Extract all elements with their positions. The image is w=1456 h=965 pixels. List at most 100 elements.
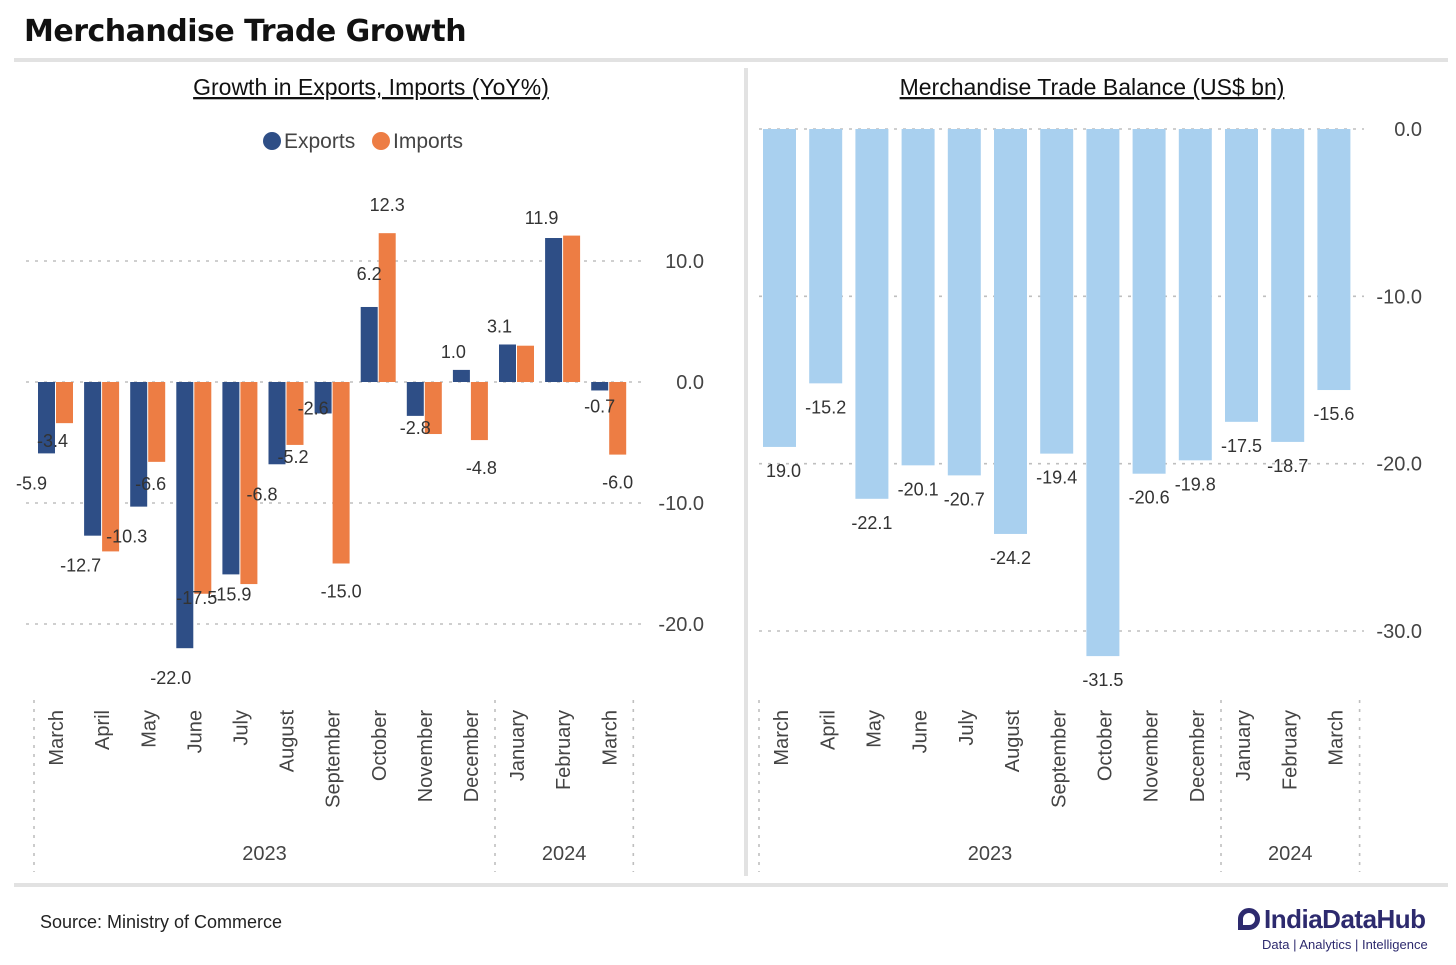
data-label: -4.8 xyxy=(466,458,497,478)
bar-imports xyxy=(148,382,166,462)
bar-exports xyxy=(499,344,516,382)
logo-wordmark: IndiaDataHub xyxy=(1264,904,1426,934)
data-label: -10.3 xyxy=(106,527,147,547)
data-label: -22.1 xyxy=(851,513,892,533)
x-category-label: February xyxy=(1279,710,1301,790)
bar-trade-balance xyxy=(1271,129,1305,442)
bar-imports xyxy=(240,382,258,585)
x-category-label: November xyxy=(1141,710,1163,803)
footer-rule xyxy=(14,883,1448,887)
bar-imports xyxy=(286,382,304,445)
data-label: -2.8 xyxy=(400,418,431,438)
data-label: -19.4 xyxy=(1036,468,1077,488)
data-label: 19.0 xyxy=(766,461,801,481)
data-label: -24.2 xyxy=(990,548,1031,568)
bar-exports xyxy=(314,382,332,414)
source-note: Source: Ministry of Commerce xyxy=(40,912,283,932)
data-label: -20.7 xyxy=(944,489,985,509)
x-category-label: January xyxy=(507,710,529,781)
year-group-label: 2023 xyxy=(968,843,1013,865)
data-label: -5.2 xyxy=(277,447,308,467)
y-tick-label: -10.0 xyxy=(1376,286,1422,308)
bar-exports xyxy=(360,306,378,382)
bar-trade-balance xyxy=(1132,129,1166,474)
data-label: -31.5 xyxy=(1082,670,1123,690)
data-label: 3.1 xyxy=(487,316,512,336)
data-label: -19.8 xyxy=(1175,474,1216,494)
bar-exports xyxy=(452,369,470,382)
data-label: -6.8 xyxy=(246,484,277,504)
bar-imports xyxy=(424,382,442,435)
bar-trade-balance xyxy=(901,129,935,466)
year-group-label: 2024 xyxy=(542,843,587,865)
x-category-label: September xyxy=(1048,710,1070,808)
bar-exports xyxy=(406,382,424,416)
x-category-label: September xyxy=(323,710,345,808)
y-tick-label: -10.0 xyxy=(658,493,704,515)
data-label: 6.2 xyxy=(357,264,382,284)
y-tick-label: -20.0 xyxy=(1376,454,1422,476)
x-category-label: June xyxy=(184,710,206,753)
data-label: -3.4 xyxy=(37,431,68,451)
bar-exports xyxy=(545,238,563,382)
bar-trade-balance xyxy=(1225,129,1258,422)
x-category-label: October xyxy=(1095,710,1117,781)
data-label: -17.5 xyxy=(176,588,217,608)
x-category-label: July xyxy=(956,710,978,746)
data-label: -15.2 xyxy=(805,397,846,417)
bar-imports xyxy=(102,382,120,552)
bar-exports xyxy=(84,382,102,536)
bar-imports xyxy=(563,235,581,382)
data-label: 11.9 xyxy=(525,208,559,228)
x-category-label: April xyxy=(92,710,114,750)
bar-trade-balance xyxy=(947,129,981,476)
bar-imports xyxy=(378,233,396,382)
year-group-label: 2024 xyxy=(1268,843,1313,865)
x-category-label: August xyxy=(277,710,299,773)
x-category-label: January xyxy=(1233,710,1255,781)
year-group-label: 2023 xyxy=(242,843,287,865)
x-category-label: March xyxy=(46,710,68,766)
chart-title-2: Merchandise Trade Balance (US$ bn) xyxy=(900,74,1285,100)
bar-exports xyxy=(130,382,148,507)
bar-exports xyxy=(176,382,194,649)
x-category-label: November xyxy=(415,710,437,803)
y-tick-label: -20.0 xyxy=(658,614,704,636)
x-category-label: March xyxy=(771,710,793,766)
bar-imports xyxy=(56,382,73,424)
bar-exports xyxy=(38,382,55,454)
y-tick-label: 0.0 xyxy=(1394,119,1422,141)
x-category-label: May xyxy=(864,710,886,748)
data-label: -18.7 xyxy=(1267,456,1308,476)
bar-imports xyxy=(194,382,212,594)
bar-exports xyxy=(591,382,609,391)
x-category-label: October xyxy=(369,710,391,781)
data-label: -20.1 xyxy=(898,479,939,499)
x-category-label: May xyxy=(138,710,160,748)
bar-trade-balance xyxy=(855,129,889,499)
data-label: 1.0 xyxy=(441,342,466,362)
data-label: -0.7 xyxy=(584,396,615,416)
data-label: -6.6 xyxy=(135,474,166,494)
x-category-label: March xyxy=(599,710,621,766)
bar-trade-balance xyxy=(1178,129,1212,461)
data-label: -17.5 xyxy=(1221,436,1262,456)
legend-marker-imports xyxy=(372,132,390,150)
bar-exports xyxy=(222,382,240,575)
y-tick-label: 10.0 xyxy=(665,251,704,273)
bar-trade-balance xyxy=(1317,129,1351,391)
bar-exports xyxy=(268,382,286,465)
x-category-label: March xyxy=(1326,710,1348,766)
data-label: -15.9 xyxy=(210,584,251,604)
data-label: -2.6 xyxy=(298,398,329,418)
logo-tagline: Data | Analytics | Intelligence xyxy=(1262,937,1428,952)
legend-marker-exports xyxy=(263,132,281,150)
bar-trade-balance xyxy=(809,129,843,384)
x-category-label: April xyxy=(817,710,839,750)
data-label: -22.0 xyxy=(150,668,191,688)
bar-trade-balance xyxy=(763,129,796,447)
data-label: -5.9 xyxy=(16,473,47,493)
bar-imports xyxy=(609,382,627,455)
data-label: -15.0 xyxy=(321,582,362,602)
page-title: Merchandise Trade Growth xyxy=(24,14,467,49)
